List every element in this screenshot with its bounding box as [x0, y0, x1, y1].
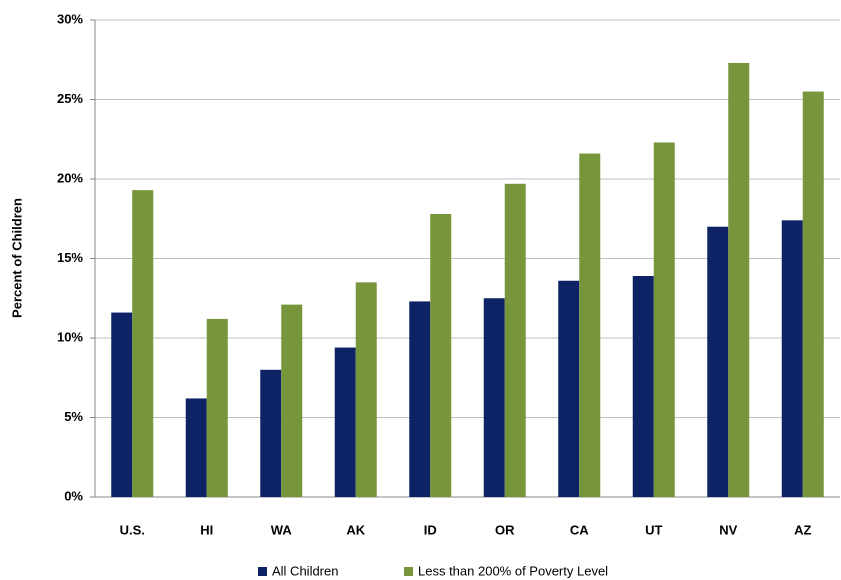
y-tick-label: 0% [64, 488, 83, 503]
bar [355, 282, 377, 497]
bar [504, 183, 526, 497]
bar [430, 213, 452, 498]
bar [632, 275, 654, 497]
bar [579, 153, 601, 497]
bar [802, 91, 824, 498]
x-tick-label: HI [200, 522, 213, 537]
bar [781, 220, 803, 497]
bar [653, 142, 675, 497]
x-tick-label: NV [719, 522, 737, 537]
bar [483, 298, 505, 497]
bar [558, 280, 580, 497]
bar [728, 62, 750, 498]
x-tick-label: UT [645, 522, 662, 537]
y-tick-label: 30% [57, 11, 83, 26]
legend-label: Less than 200% of Poverty Level [418, 563, 608, 578]
bar [281, 304, 303, 497]
x-tick-label: CA [570, 522, 589, 537]
bar [206, 318, 228, 497]
y-tick-label: 25% [57, 91, 83, 106]
bar [334, 347, 356, 497]
y-tick-label: 15% [57, 250, 83, 265]
y-tick-label: 10% [57, 329, 83, 344]
legend-swatch [404, 567, 413, 576]
bar [260, 369, 282, 497]
x-tick-label: WA [271, 522, 293, 537]
x-tick-label: OR [495, 522, 515, 537]
x-tick-label: U.S. [120, 522, 145, 537]
legend-label: All Children [272, 563, 338, 578]
y-tick-label: 20% [57, 170, 83, 185]
legend-swatch [258, 567, 267, 576]
x-tick-label: AZ [794, 522, 811, 537]
x-tick-label: ID [424, 522, 437, 537]
bar [111, 312, 133, 497]
y-axis-label: Percent of Children [9, 198, 24, 318]
x-tick-label: AK [346, 522, 365, 537]
bar [409, 301, 431, 497]
bar [707, 226, 729, 497]
y-tick-label: 5% [64, 409, 83, 424]
bar [185, 398, 207, 497]
bar [132, 190, 154, 497]
